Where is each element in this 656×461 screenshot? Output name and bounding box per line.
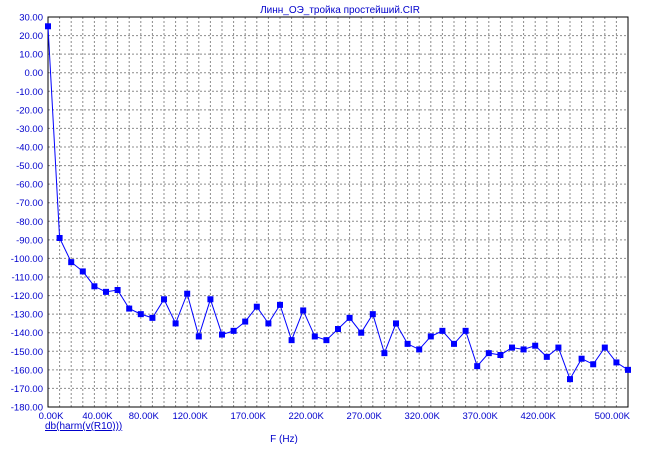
data-point [288,337,295,344]
x-tick-label: 0.00K [39,411,64,422]
data-point [555,344,562,351]
tick-labels: 30.00 20.00 10.00 0.00 -10.00 -20.00 -30.00 -40… [11,13,631,423]
data-point [149,314,156,321]
data-point [230,327,237,334]
x-tick-label: 320.00K [404,411,440,422]
data-point [126,305,133,312]
data-point [439,327,446,334]
data-point [300,307,307,314]
data-point [590,361,597,368]
data-point [323,337,330,344]
x-axis-label: F (Hz) [270,434,298,445]
data-point [381,350,388,357]
data-point [242,318,249,325]
data-point [346,314,353,321]
data-point [184,290,191,297]
data-point [114,287,121,293]
data-point [311,333,318,340]
y-tick-label: -10.00 [16,87,43,98]
y-tick-label: 30.00 [19,13,43,24]
x-tick-label: 80.00K [129,411,160,422]
y-tick-label: -70.00 [16,198,43,209]
y-tick-label: -120.00 [11,291,43,302]
axes [47,16,629,408]
data-point [532,342,539,349]
chart-title: Линн_ОЭ_тройка простейший.CIR [260,5,420,16]
y-tick-label: -160.00 [11,365,43,376]
data-point [474,363,481,370]
data-point [416,346,423,353]
data-point [195,333,202,340]
data-point [335,326,341,332]
data-point [462,327,469,334]
data-point [172,320,179,327]
data-point [451,340,457,347]
data-point [601,344,608,351]
data-point [393,320,399,327]
x-tick-label: 270.00K [346,411,382,422]
data-point [404,340,411,347]
data-point [485,350,492,357]
x-tick-label: 40.00K [82,411,113,422]
y-tick-label: -140.00 [11,328,43,339]
y-tick-label: -150.00 [11,347,43,358]
y-tick-label: -20.00 [16,105,43,116]
y-tick-label: -30.00 [16,124,43,135]
data-point [91,283,98,290]
y-tick-label: -90.00 [16,235,43,246]
data-point [253,303,260,310]
x-tick-label: 120.00K [172,411,208,422]
data-point [358,329,365,336]
data-point [543,353,550,360]
y-tick-label: -100.00 [11,254,43,265]
y-tick-label: 10.00 [19,50,43,61]
y-tick-label: -110.00 [11,273,43,284]
plot-frame [47,16,629,408]
data-point [56,235,63,241]
y-tick-label: -170.00 [11,384,43,395]
data-point [567,376,573,383]
data-point [137,311,144,318]
data-point [265,320,272,327]
x-tick-label: 220.00K [288,411,324,422]
data-point [520,346,527,353]
data-point [45,23,51,30]
data-point [427,333,434,340]
y-tick-label: 20.00 [19,31,43,42]
data-point [578,355,585,362]
x-tick-label: 500.00K [595,411,631,422]
x-tick-label: 420.00K [520,411,556,422]
data-point [613,359,620,366]
y-tick-label: -130.00 [11,310,43,321]
data-point [497,352,504,358]
data-point [161,296,167,303]
data-point [68,259,75,266]
y-tick-label: -50.00 [16,161,43,172]
data-point [277,301,283,308]
series-layer [45,23,631,383]
series-label: db(harm(v(R10))) [45,421,122,432]
y-tick-label: 0.00 [25,68,44,79]
x-tick-label: 170.00K [230,411,266,422]
data-point [103,288,109,295]
x-tick-label: 370.00K [462,411,498,422]
grid [48,17,628,407]
data-point [79,268,86,275]
data-point [625,366,631,373]
data-point [219,331,225,338]
data-point [509,344,515,351]
y-tick-label: -80.00 [16,217,43,228]
y-tick-label: -60.00 [16,180,43,191]
y-tick-label: -180.00 [11,403,43,414]
y-tick-label: -40.00 [16,143,43,154]
data-point [207,296,214,303]
data-point [369,311,376,318]
